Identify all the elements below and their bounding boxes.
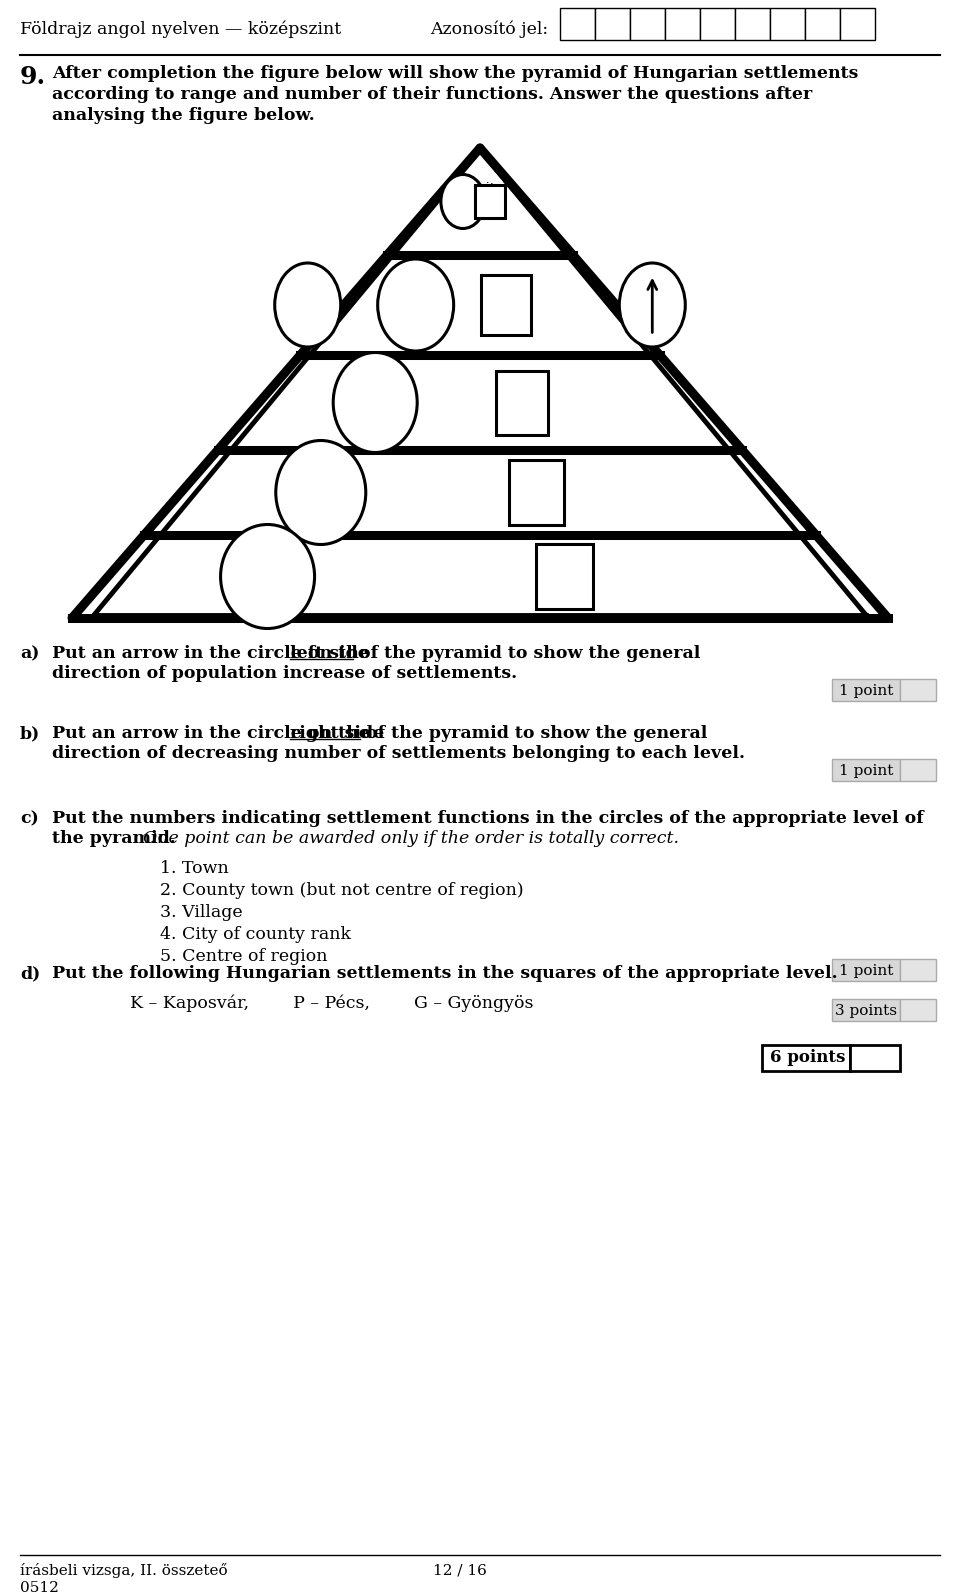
Text: Azonosító jel:: Azonosító jel: [430,21,548,37]
Bar [805,8,840,40]
Text: 0512: 0512 [20,1582,59,1594]
Text: 1 point: 1 point [839,764,893,777]
Bar [832,678,900,701]
Bar [595,8,630,40]
Ellipse shape [275,263,341,346]
Text: d): d) [20,966,40,982]
Text: 1. Town: 1. Town [160,860,228,876]
Text: 1 point: 1 point [839,685,893,697]
Bar [900,760,936,780]
Text: the pyramid.: the pyramid. [52,830,181,847]
Bar [700,8,735,40]
Text: After completion the figure below will show the pyramid of Hungarian settlements: After completion the figure below will s… [52,65,858,81]
Text: 4. City of county rank: 4. City of county rank [160,926,351,943]
Text: írásbeli vizsga, II. összeteő: írásbeli vizsga, II. összeteő [20,1562,228,1578]
Bar [630,8,665,40]
Bar [900,999,936,1021]
Bar [770,8,805,40]
Ellipse shape [333,353,418,453]
Text: a): a) [20,645,39,662]
Bar [840,8,875,40]
Bar [496,370,548,434]
Bar [560,8,595,40]
Text: 2. County town (but not centre of region): 2. County town (but not centre of region… [160,883,523,899]
Text: 5. Centre of region: 5. Centre of region [160,948,327,966]
Text: direction of decreasing number of settlements belonging to each level.: direction of decreasing number of settle… [52,745,745,761]
Text: One point can be awarded only if the order is totally correct.: One point can be awarded only if the ord… [143,830,679,847]
Text: direction of population increase of settlements.: direction of population increase of sett… [52,666,517,681]
Ellipse shape [276,440,366,544]
Text: c): c) [20,811,38,827]
Text: right side: right side [290,725,384,742]
Text: K – Kaposvár,        P – Pécs,        G – Gyöngyös: K – Kaposvár, P – Pécs, G – Gyöngyös [130,994,534,1012]
Bar [475,185,505,219]
Text: Put an arrow in the circle on the: Put an arrow in the circle on the [52,645,376,662]
Bar [900,959,936,982]
Bar [850,1045,900,1071]
Bar [537,544,593,610]
Text: capital
city: capital city [463,182,508,211]
Text: according to range and number of their functions. Answer the questions after: according to range and number of their f… [52,86,812,104]
Bar [481,275,531,335]
Ellipse shape [441,174,485,228]
Text: of the pyramid to show the general: of the pyramid to show the general [353,645,701,662]
Text: Put the numbers indicating settlement functions in the circles of the appropriat: Put the numbers indicating settlement fu… [52,811,924,827]
Bar [735,8,770,40]
Bar [832,999,900,1021]
Text: 3 points: 3 points [835,1004,897,1018]
Text: 3. Village: 3. Village [160,903,243,921]
Text: 9.: 9. [20,65,46,89]
Bar [832,959,900,982]
Bar [900,678,936,701]
Bar [832,760,900,780]
Text: analysing the figure below.: analysing the figure below. [52,107,315,124]
Bar [665,8,700,40]
Text: b): b) [20,725,40,742]
Text: Put an arrow in the circle on the: Put an arrow in the circle on the [52,725,376,742]
Text: 1 point: 1 point [839,964,893,978]
Text: Put the following Hungarian settlements in the squares of the appropriate level.: Put the following Hungarian settlements … [52,966,838,982]
Text: of the pyramid to show the general: of the pyramid to show the general [360,725,708,742]
Ellipse shape [619,263,685,346]
Text: Földrajz angol nyelven — középszint: Földrajz angol nyelven — középszint [20,21,341,37]
Ellipse shape [221,525,315,629]
Text: 12 / 16: 12 / 16 [433,1562,487,1577]
Bar [510,460,564,525]
Text: left side: left side [290,645,369,662]
Text: 6 points: 6 points [770,1050,846,1066]
Ellipse shape [377,259,454,351]
Bar [762,1045,850,1071]
